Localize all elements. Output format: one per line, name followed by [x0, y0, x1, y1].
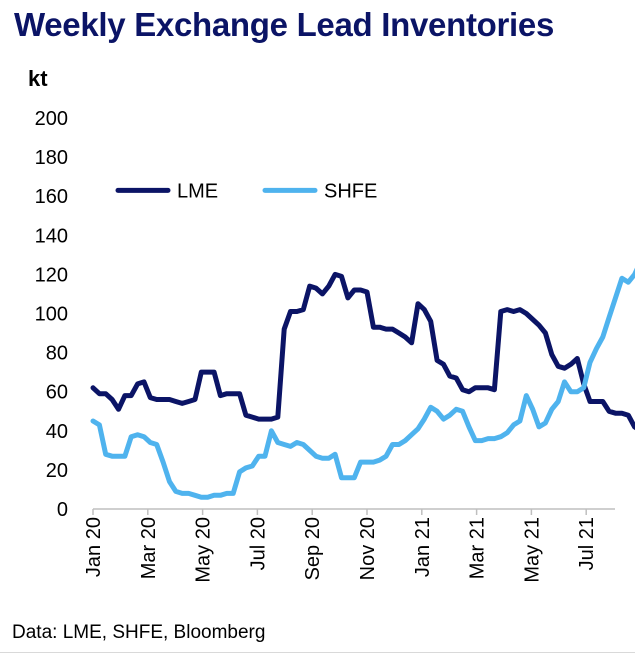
series-line-shfe — [90, 267, 635, 500]
x-tick-label: Jan 21 — [412, 517, 434, 577]
y-tick-label: 180 — [35, 147, 68, 169]
chart-title: Weekly Exchange Lead Inventories — [14, 6, 555, 43]
x-tick-label: May 20 — [193, 517, 215, 583]
y-tick-label: 60 — [46, 382, 68, 404]
legend-label-lme: LME — [177, 180, 218, 202]
y-tick-label: 80 — [46, 343, 68, 365]
y-tick-label: 120 — [35, 264, 68, 286]
y-tick-label: 160 — [35, 186, 68, 208]
x-tick-label: May 21 — [521, 517, 543, 583]
x-tick-label: Jul 20 — [247, 517, 269, 570]
y-tick-label: 140 — [35, 225, 68, 247]
y-tick-label: 200 — [35, 108, 68, 130]
y-tick-label: 20 — [46, 460, 68, 482]
source-note: Data: LME, SHFE, Bloomberg — [12, 622, 266, 643]
series-line-lme — [90, 271, 635, 431]
x-tick-label: Jul 21 — [576, 517, 598, 570]
x-tick-label: Sep 20 — [302, 517, 324, 580]
x-tick-label: Jan 20 — [83, 517, 105, 577]
x-tick-label: Nov 20 — [357, 517, 379, 580]
y-tick-label: 0 — [57, 499, 68, 521]
y-axis-unit-label: kt — [28, 66, 48, 91]
x-tick-label: Mar 21 — [467, 517, 489, 579]
x-tick-label: Mar 20 — [138, 517, 160, 579]
legend-label-shfe: SHFE — [324, 180, 377, 202]
y-tick-label: 100 — [35, 304, 68, 326]
y-tick-label: 40 — [46, 421, 68, 443]
footer-divider — [0, 652, 635, 653]
